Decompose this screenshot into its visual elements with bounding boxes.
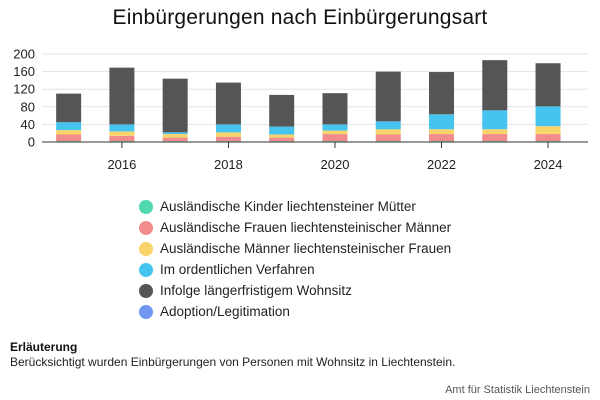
legend-label: Im ordentlichen Verfahren [160,262,315,277]
bar-segment [482,60,508,111]
legend-item[interactable]: Im ordentlichen Verfahren [139,259,451,280]
bar-segment [429,114,455,130]
y-tick-label: 40 [21,117,35,132]
bar-segment [322,130,348,135]
legend-swatch [139,241,153,256]
legend-label: Ausländische Frauen liechtensteinischer … [160,220,452,235]
bar-segment [429,72,455,115]
bar-segment [375,71,401,122]
y-tick-label: 200 [13,47,35,62]
legend-swatch [139,304,153,319]
source-label: Amt für Statistik Liechtenstein [445,384,590,396]
bar-segment [162,137,188,142]
bar-segment [535,126,561,135]
bar-segment [482,134,508,142]
bar-segment [375,134,401,142]
legend-item[interactable]: Infolge längerfristigem Wohnsitz [139,280,451,301]
bar-segment [109,131,135,136]
bar-segment [482,129,508,135]
bar-segment [375,129,401,135]
legend-label: Ausländische Männer liechtensteinischer … [160,241,452,256]
legend-item[interactable]: Ausländische Männer liechtensteinischer … [139,238,451,259]
chart-legend: Ausländische Kinder liechtensteiner Mütt… [139,196,451,322]
y-tick-label: 160 [13,64,35,79]
bar-segment [109,67,135,125]
bar-segment [322,124,348,131]
bar-segment [269,94,295,127]
bar-segment [56,134,82,142]
legend-swatch [139,283,153,298]
legend-item[interactable]: Ausländische Kinder liechtensteiner Mütt… [139,196,451,217]
bar-segment [109,135,135,142]
bar-segment [322,134,348,142]
legend-swatch [139,262,153,277]
bar-segment [215,82,241,125]
legend-item[interactable]: Ausländische Frauen liechtensteinischer … [139,217,451,238]
bar-segment [162,134,188,138]
bar-segment [162,132,188,135]
bar-segment [535,63,561,107]
bar-segment [535,134,561,142]
legend-swatch [139,199,153,214]
note-heading: Erläuterung [10,340,78,354]
bar-segment [269,137,295,142]
bar-segment [322,93,348,125]
y-tick-label: 120 [13,82,35,97]
bar-segment [215,136,241,142]
legend-item[interactable]: Adoption/Legitimation [139,301,451,322]
y-tick-label: 0 [28,135,35,150]
y-tick-label: 80 [21,99,35,114]
bar-segment [269,134,295,138]
bar-segment [162,78,188,133]
bar-segment [429,129,455,135]
chart-title: Einbürgerungen nach Einbürgerungsart [112,6,488,29]
bar-segment [215,132,241,137]
bar-segment [215,124,241,133]
x-tick-label: 2024 [534,157,563,172]
bar-segment [482,110,508,130]
bar-segment [109,124,135,132]
legend-label: Infolge längerfristigem Wohnsitz [160,283,352,298]
x-tick-label: 2020 [321,157,350,172]
legend-label: Adoption/Legitimation [160,304,290,319]
bar-segment [56,93,82,123]
x-tick-label: 2018 [214,157,243,172]
bar-segment [535,106,561,127]
legend-swatch [139,220,153,235]
bar-segment [375,121,401,130]
bar-segment [269,126,295,135]
bar-segment [56,122,82,131]
bar-segment [429,134,455,142]
stacked-bar-chart: 0 40 80 120 160 200 2016 2018 2020 2022 2024 [13,47,588,172]
x-tick-label: 2016 [107,157,136,172]
legend-label: Ausländische Kinder liechtensteiner Mütt… [160,199,416,214]
note-text: Berücksichtigt wurden Einbürgerungen von… [10,355,456,369]
x-tick-label: 2022 [427,157,456,172]
bar-segment [56,130,82,135]
